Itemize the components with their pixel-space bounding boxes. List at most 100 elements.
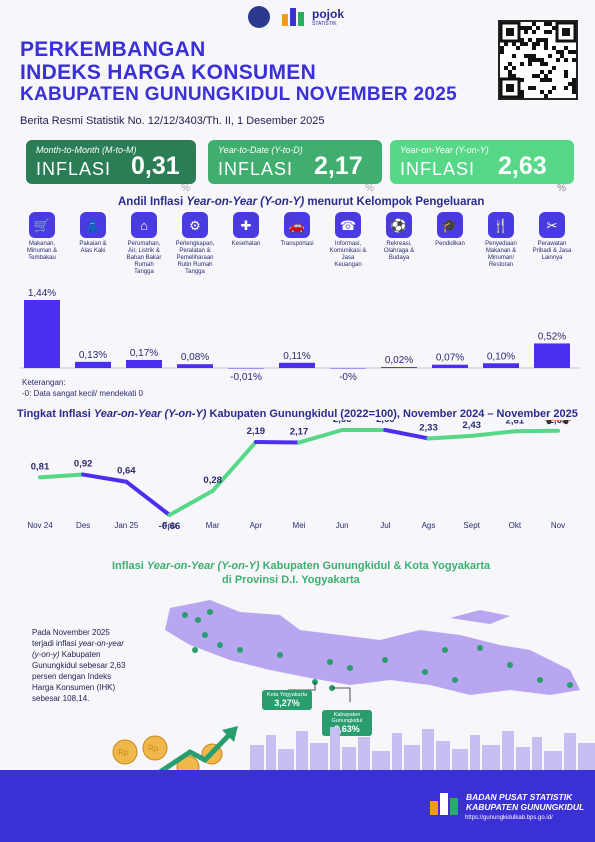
point-label-3: 0,64 [117,466,136,477]
qr-code-icon[interactable] [498,20,578,100]
bps-footer-logo-icon [430,793,458,815]
line-segment-5 [210,440,258,493]
bar-3 [126,359,162,368]
truck-icon: Rp [544,420,571,425]
bar-5 [228,368,264,369]
category-row: 🛒 Makanan, Minuman & Tembakau 👗 Pakaian & A… [20,212,580,276]
month-label-7: Mei [293,521,306,530]
bar-label-3: 0,17% [130,348,158,359]
month-label-11: Sept [463,521,480,530]
footer-bar [0,770,595,842]
month-label-8: Jun [336,521,349,530]
point-label-4: -0,66 [159,521,181,532]
month-label-4: Feb [163,521,177,530]
category-9: 🎓 Pendidikan [430,212,470,248]
category-11: ✂ Perawatan Pribadi & Jasa Lainnya [532,212,572,262]
category-label: Perawatan Pribadi & Jasa Lainnya [532,241,572,261]
footer-url-link[interactable]: https://gunungkidulkab.bps.go.id/ [465,815,553,821]
bar-8 [381,367,417,368]
month-label-3: Jan 25 [114,521,139,530]
coin-rp-label: Rp [148,744,159,753]
bar-label-7: -0% [339,372,357,383]
java-map [165,600,580,702]
bar-label-4: 0,08% [181,352,209,363]
category-7: ☎ Informasi, Komunikasi & Jasa Keuangan [328,212,368,269]
category-1: 🛒 Makanan, Minuman & Tembakau [22,212,62,262]
bar-1 [24,300,60,368]
month-label-6: Apr [250,521,263,530]
map-title-line1: Inflasi Year-on-Year (Y-on-Y) Kabupaten … [112,560,491,572]
bar-11 [534,343,570,368]
category-label: Rekreasi, Olahraga & Budaya [383,241,415,261]
care-icon: ✂ [539,212,565,238]
footer-org-name: BADAN PUSAT STATISTIK KABUPATEN GUNUNGKI… [466,792,585,812]
month-label-9: Jul [380,521,390,530]
bar-6 [279,362,315,368]
point-label-9: 2,66 [376,420,395,425]
card-ytd: Year-to-Date (Y-to-D) INFLASI 2,17 % [208,140,382,194]
clothing-icon: 👗 [80,212,106,238]
appliance-icon: ⚙ [182,212,208,238]
category-label: Informasi, Komunikasi & Jasa Keuangan [329,241,367,268]
yoy-value: 2,63 [498,152,547,180]
line-segment-3 [124,479,172,517]
category-label: Perlengkapan, Peralatan & Pemeliharaan R… [175,241,215,275]
trend-title: Tingkat Inflasi Year-on-Year (Y-on-Y) Ka… [17,408,578,420]
page-title-line2: INDEKS HARGA KONSUMEN [20,61,317,84]
sport-icon: ⚽ [386,212,412,238]
point-label-8: 2,66 [333,420,352,425]
pojok-statistik-logo: pojok STATISTIK [312,7,344,27]
bar-label-1: 1,44% [28,288,56,299]
bar-label-2: 0,13% [79,350,107,361]
point-label-13: 2,63 [549,420,568,426]
kota-yogyakarta-badge: Kota Yogyakarta 3,27% [262,690,312,710]
category-8: ⚽ Rekreasi, Olahraga & Budaya [379,212,419,262]
point-label-1: 0,81 [31,461,50,472]
bps-emblem-logo [248,6,270,28]
bps-logo-icon [282,8,306,26]
month-label-12: Okt [509,521,522,530]
bar-label-10: 0,10% [487,351,515,362]
category-6: 🚗 Transportasi [277,212,317,248]
line-segment-1 [38,472,86,480]
category-label: Transportasi [280,241,314,247]
andil-note: Keterangan: -0: Data sangat kecil/ mende… [22,378,143,398]
bar-label-9: 0,07% [436,353,464,364]
car-icon: 🚗 [284,212,310,238]
category-2: 👗 Pakaian & Alas Kaki [73,212,113,255]
bar-4 [177,364,213,368]
map-description: Pada November 2025 terjadi inflasi year-… [32,628,126,703]
health-icon: ✚ [233,212,259,238]
bar-label-6: 0,11% [283,351,311,362]
category-4: ⚙ Perlengkapan, Peralatan & Pemeliharaan … [175,212,215,276]
card-yoy: Year-on-Year (Y-on-Y) INFLASI 2,63 % [390,140,574,194]
bar-2 [75,361,111,368]
point-label-10: 2,33 [419,422,438,433]
bar-label-11: 0,52% [538,331,566,342]
point-label-11: 2,43 [462,420,481,431]
line-segment-7 [297,428,345,445]
point-label-7: 2,17 [290,427,309,438]
month-label-1: Nov 24 [27,521,53,530]
bar-label-5: -0,01% [230,372,262,383]
phone-icon: ☎ [335,212,361,238]
mtm-value: 0,31 [131,152,180,180]
month-label-13: Nov [551,521,565,530]
line-segment-6 [253,440,301,445]
month-label-5: Mar [206,521,220,530]
month-label-10: Ags [422,521,436,530]
line-segment-12 [512,428,560,434]
page-title-line1: PERKEMBANGAN [20,38,206,61]
point-label-2: 0,92 [74,459,93,470]
line-segment-11 [469,429,517,438]
city-skyline [250,727,595,771]
graduation-icon: 🎓 [437,212,463,238]
category-label: Perumahan, Air, Listrik & Bahan Bakar Ru… [126,241,162,275]
coins-illustration: Rp Rp [112,726,238,779]
category-10: 🍴 Penyediaan Makanan & Minuman/ Restoran [481,212,521,269]
ytd-value: 2,17 [314,152,363,180]
coin-rp-label: Rp [118,748,129,757]
food-icon: 🛒 [29,212,55,238]
page-title-line3: KABUPATEN GUNUNGKIDUL NOVEMBER 2025 [20,84,457,105]
